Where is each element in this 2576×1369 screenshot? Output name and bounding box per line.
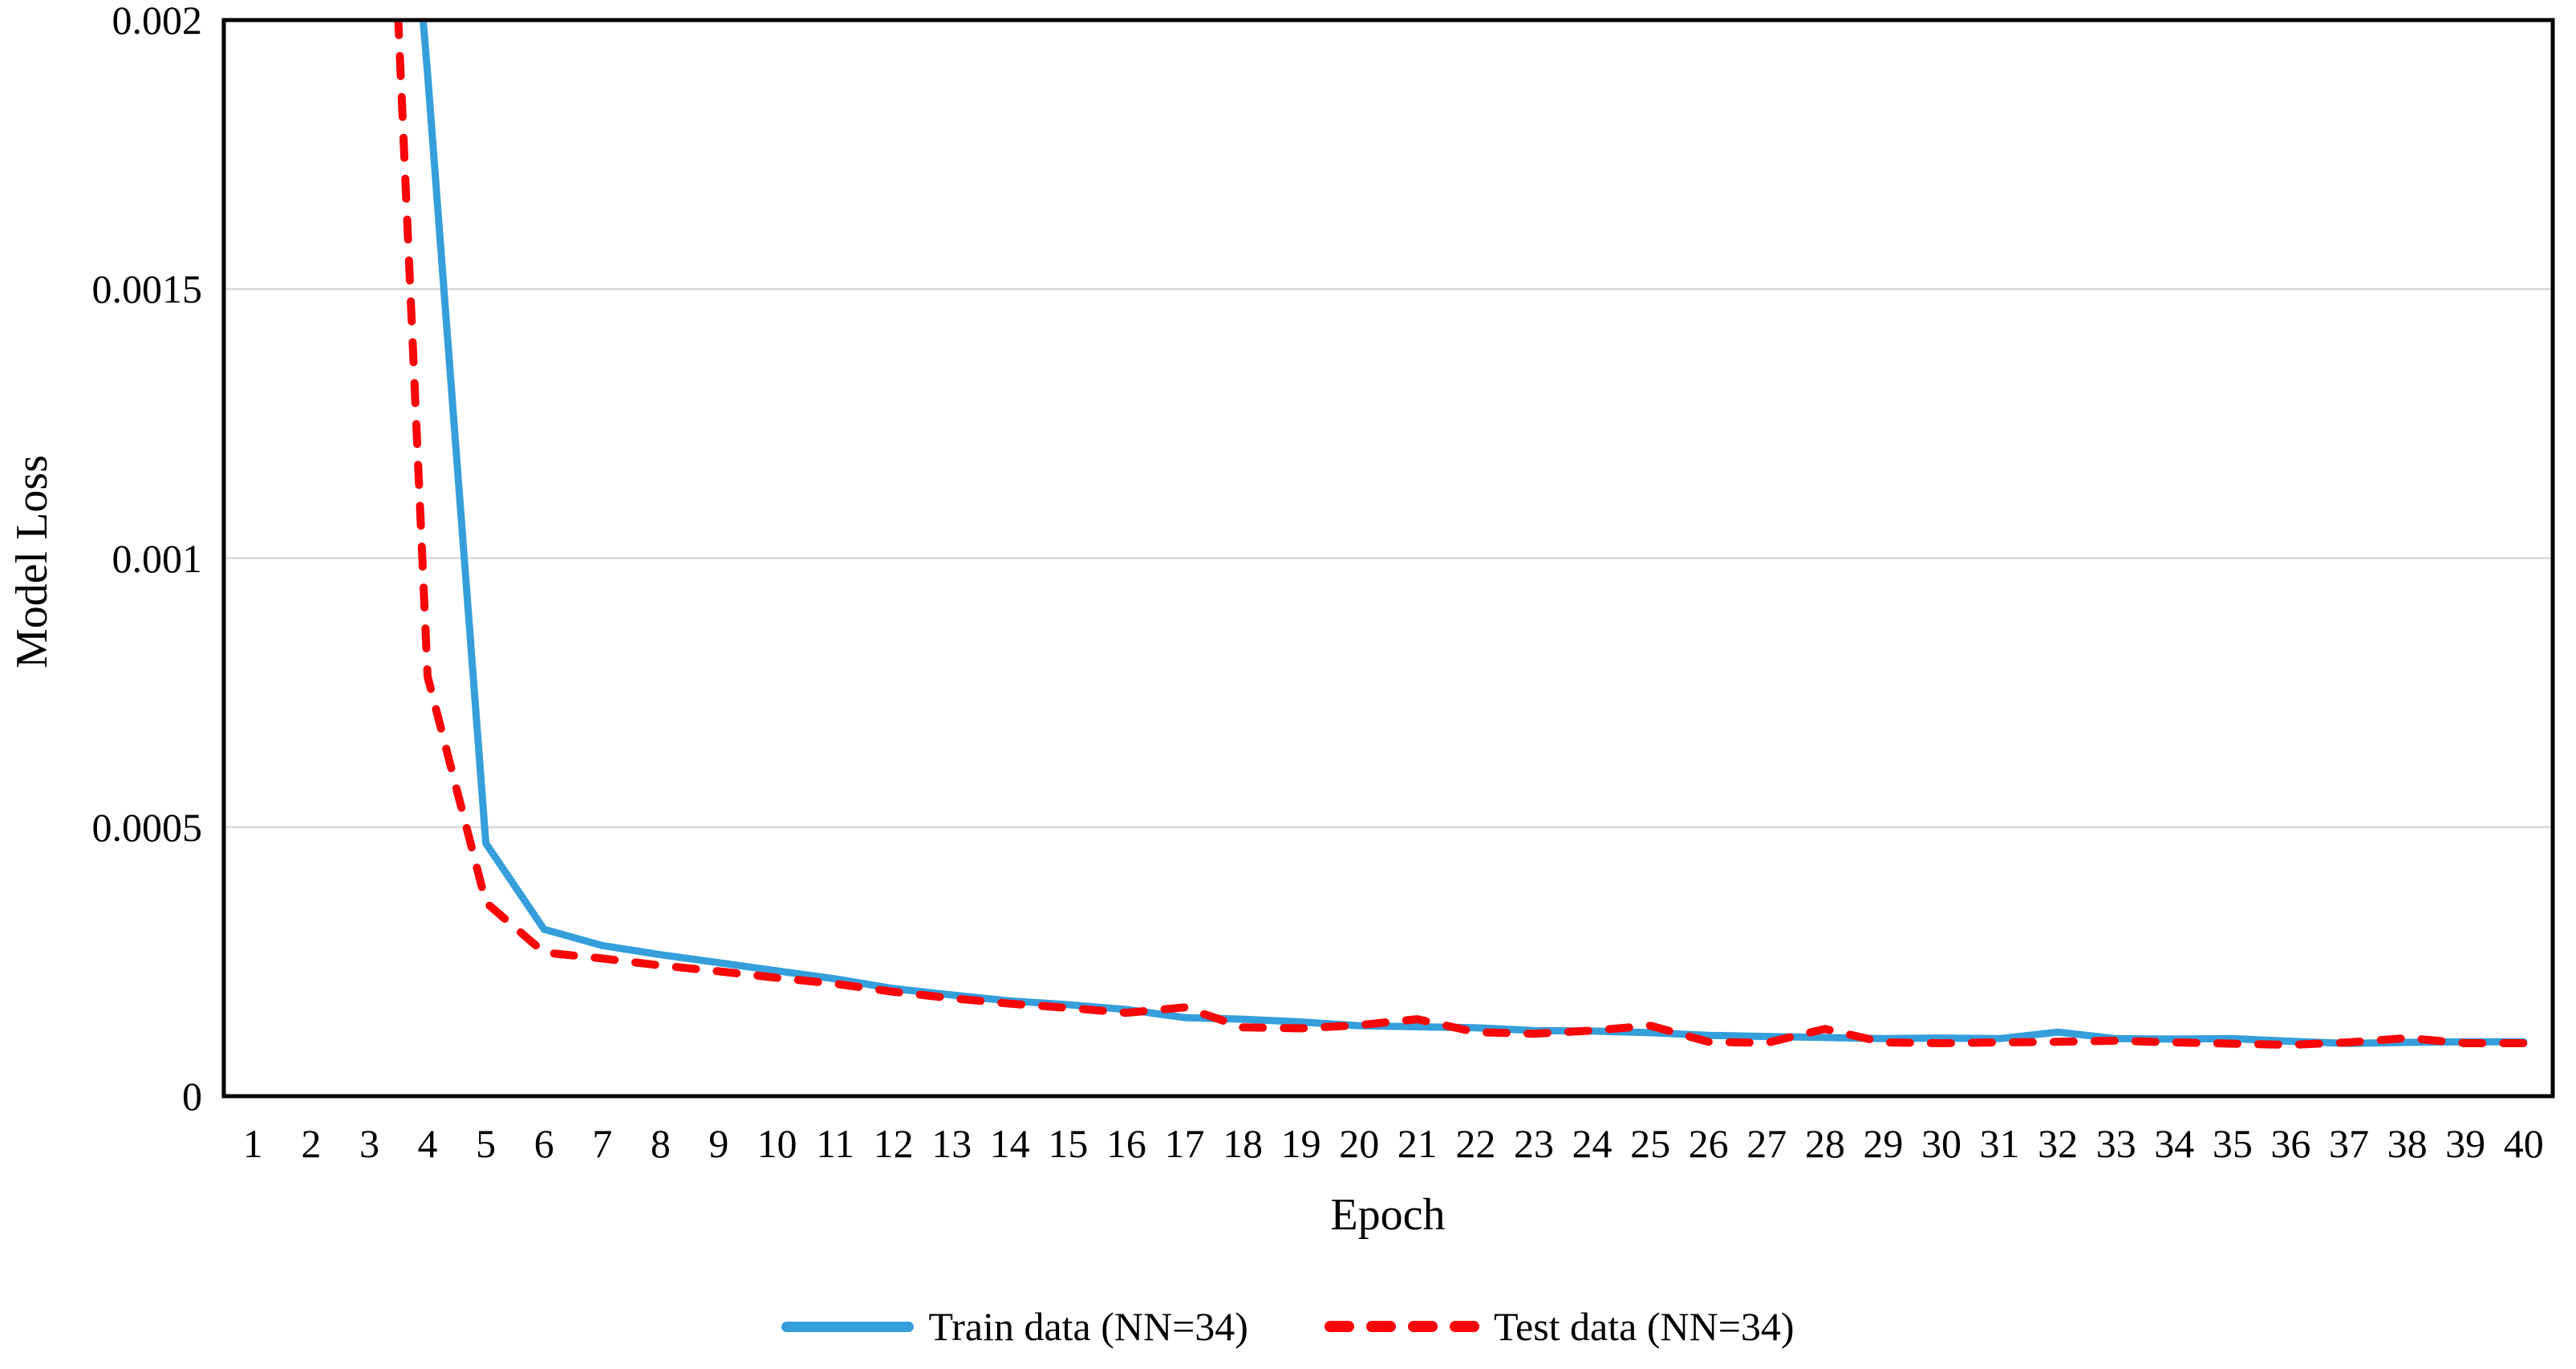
series-line-train [419, 20, 2528, 1047]
x-tick-label: 11 [815, 1121, 855, 1166]
y-tick-label: 0.001 [112, 535, 203, 581]
x-tick-label: 25 [1630, 1121, 1671, 1166]
y-axis-title: Model Loss [7, 455, 57, 668]
dash-icon [1449, 1321, 1479, 1332]
legend-entry-test: Test data (NN=34) [1324, 1303, 1795, 1350]
legend-label-train: Train data (NN=34) [928, 1304, 1248, 1349]
x-tick-label: 10 [757, 1121, 797, 1166]
legend-entry-train: Train data (NN=34) [781, 1303, 1248, 1350]
x-tick-label: 23 [1513, 1121, 1554, 1166]
x-tick-label: 19 [1280, 1121, 1321, 1166]
y-tick-label: 0 [182, 1074, 202, 1119]
x-tick-label: 4 [417, 1121, 438, 1166]
x-tick-label: 14 [989, 1121, 1030, 1166]
legend: Train data (NN=34) Test data (NN=34) [0, 1303, 2576, 1350]
x-tick-label: 27 [1746, 1121, 1787, 1166]
test-dashed-line-swatch-icon [1324, 1321, 1479, 1332]
x-tick-label: 29 [1863, 1121, 1904, 1166]
x-tick-label: 40 [2503, 1121, 2544, 1166]
x-tick-label: 37 [2328, 1121, 2369, 1166]
series-line-test [394, 20, 2528, 1049]
x-tick-label: 31 [1979, 1121, 2020, 1166]
x-tick-label: 16 [1105, 1121, 1146, 1166]
x-tick-label: 36 [2270, 1121, 2311, 1166]
x-tick-label: 33 [2095, 1121, 2136, 1166]
x-tick-label: 5 [476, 1121, 497, 1166]
y-tick-label: 0.0015 [91, 266, 203, 312]
x-tick-label: 39 [2445, 1121, 2486, 1166]
x-tick-label: 21 [1397, 1121, 1438, 1166]
x-tick-label: 20 [1339, 1121, 1380, 1166]
x-tick-label: 17 [1164, 1121, 1205, 1166]
x-tick-label: 9 [708, 1121, 729, 1166]
train-line-swatch-icon [781, 1321, 915, 1332]
x-axis-title: Epoch [1330, 1190, 1446, 1240]
x-tick-label: 30 [1921, 1121, 1961, 1166]
x-tick-label: 2 [301, 1121, 322, 1166]
x-tick-label: 38 [2387, 1121, 2428, 1166]
x-tick-label: 34 [2154, 1121, 2195, 1166]
x-tick-label: 26 [1688, 1121, 1729, 1166]
x-tick-label: 28 [1804, 1121, 1845, 1166]
x-tick-label: 13 [931, 1121, 972, 1166]
dash-icon [1365, 1321, 1396, 1332]
y-tick-label: 0.0005 [91, 804, 203, 850]
x-tick-label: 22 [1455, 1121, 1496, 1166]
x-tick-label: 32 [2038, 1121, 2079, 1166]
x-tick-label: 3 [359, 1121, 379, 1166]
x-tick-label: 8 [650, 1121, 671, 1166]
x-tick-label: 18 [1223, 1121, 1264, 1166]
legend-label-test: Test data (NN=34) [1493, 1304, 1795, 1349]
dash-icon [1407, 1321, 1438, 1332]
x-tick-label: 6 [533, 1121, 554, 1166]
x-tick-label: 1 [242, 1121, 263, 1166]
x-tick-label: 12 [873, 1121, 914, 1166]
x-tick-label: 35 [2212, 1121, 2253, 1166]
y-tick-label: 0.002 [112, 0, 203, 43]
dash-icon [1324, 1321, 1354, 1332]
x-tick-label: 15 [1048, 1121, 1089, 1166]
x-tick-label: 24 [1572, 1121, 1613, 1166]
plot-border [221, 18, 2555, 1099]
x-tick-label: 7 [592, 1121, 613, 1166]
